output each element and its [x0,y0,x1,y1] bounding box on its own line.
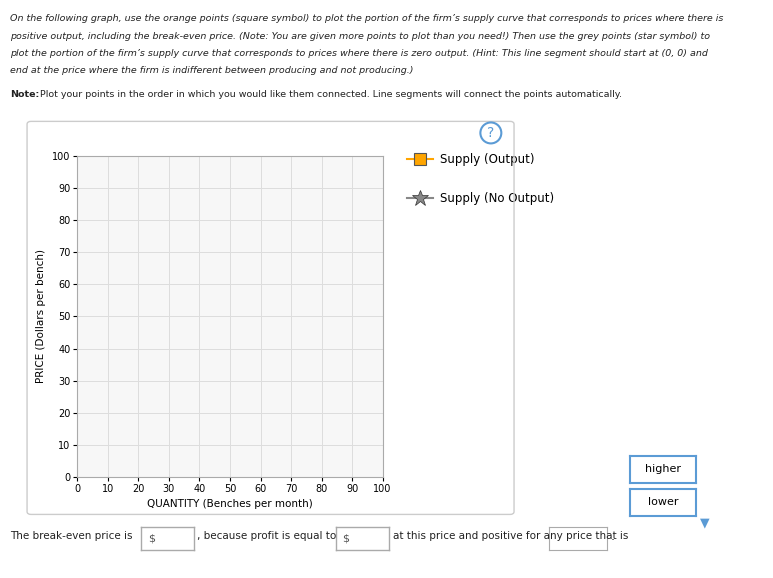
Text: lower: lower [648,497,678,507]
Text: ?: ? [487,126,495,140]
X-axis label: QUANTITY (Benches per month): QUANTITY (Benches per month) [147,499,313,509]
Text: plot the portion of the firm’s supply curve that corresponds to prices where the: plot the portion of the firm’s supply cu… [10,49,708,58]
Text: $: $ [148,533,155,544]
Text: positive output, including the break-even price. (​Note: You are given more poin: positive output, including the break-eve… [10,32,710,41]
Text: Note:: Note: [10,90,39,99]
Text: .: . [611,530,615,543]
Text: On the following graph, use the orange points (square symbol) to plot the portio: On the following graph, use the orange p… [10,14,724,24]
Text: $: $ [342,533,349,544]
Text: at this price and positive for any price that is: at this price and positive for any price… [393,531,628,542]
Text: Plot your points in the order in which you would like them connected. Line segme: Plot your points in the order in which y… [40,90,622,99]
Text: end at the price where the firm is indifferent between producing and not produci: end at the price where the firm is indif… [10,66,414,76]
Text: The break-even price is: The break-even price is [10,531,132,542]
Text: , because profit is equal to: , because profit is equal to [197,531,336,542]
Y-axis label: PRICE (Dollars per bench): PRICE (Dollars per bench) [36,250,46,383]
Legend: Supply (Output), Supply (No Output): Supply (Output), Supply (No Output) [407,153,554,205]
Text: ▼: ▼ [700,517,710,529]
Text: higher: higher [645,464,681,475]
